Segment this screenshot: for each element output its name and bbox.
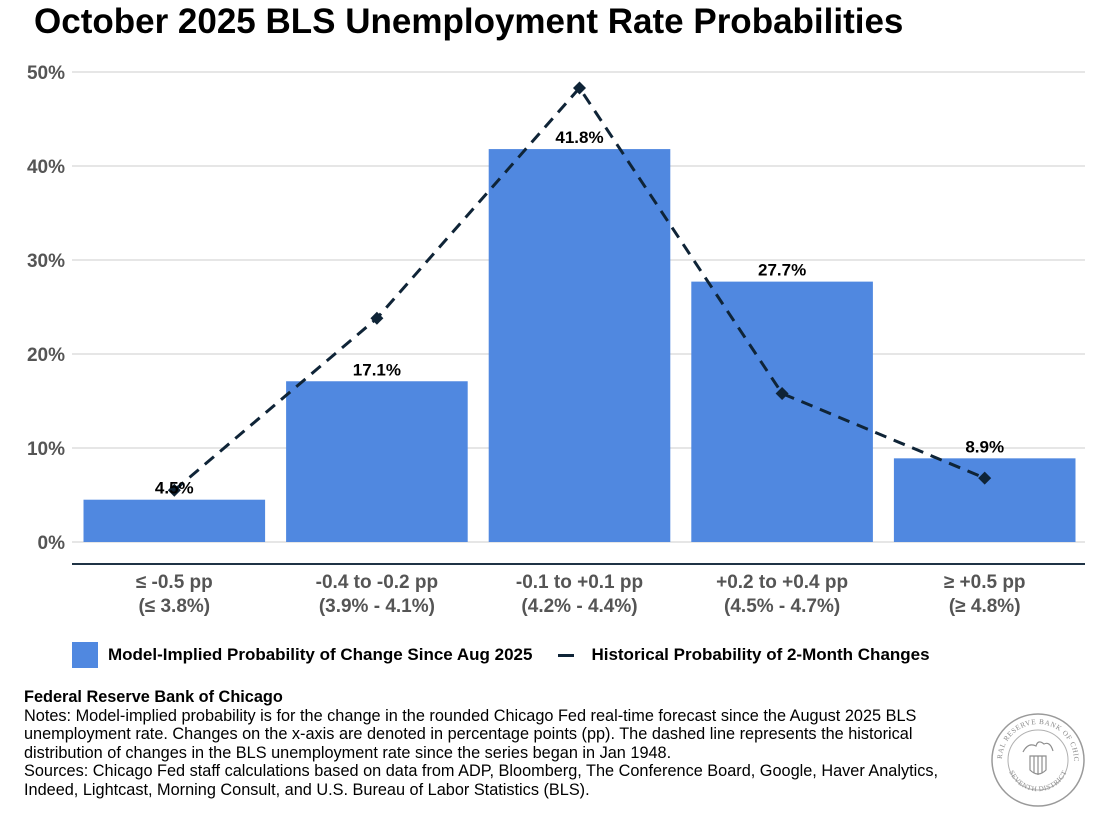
chart: 4.5% 17.1% 41.8% 27.7% 8.9% 0% 10% 20% 30% 40% 50… [27, 63, 1085, 617]
footer-notes: Notes: Model-implied probability is for … [24, 706, 917, 762]
bar [83, 499, 266, 542]
x-tick-label: (≤ 3.8%) [138, 596, 210, 617]
legend-bar-label: Model-Implied Probability of Change Sinc… [108, 645, 533, 664]
line-point [978, 471, 992, 485]
data-label: 27.7% [758, 261, 806, 280]
x-tick-label: ≥ +0.5 pp [944, 572, 1026, 593]
line-point [167, 483, 181, 497]
x-tick-label: (3.9% - 4.1%) [319, 596, 435, 617]
line-point [775, 386, 789, 400]
footer: Federal Reserve Bank of Chicago Notes: M… [24, 688, 974, 800]
data-labels: 4.5% 17.1% 41.8% 27.7% 8.9% [155, 128, 1004, 498]
axes: 0% 10% 20% 30% 40% 50% ≤ -0.5 pp (≤ 3.8%) -0.4 t… [27, 63, 1085, 617]
x-tick-label: (4.5% - 4.7%) [724, 596, 840, 617]
data-label: 4.5% [155, 479, 194, 498]
data-label: 41.8% [555, 128, 603, 147]
y-tick-label: 50% [27, 63, 65, 84]
y-tick-label: 10% [27, 439, 65, 460]
y-tick-label: 0% [38, 533, 66, 554]
bar-series [83, 149, 1076, 542]
x-tick-label: -0.1 to +0.1 pp [516, 572, 643, 593]
legend-bar-swatch [72, 642, 98, 668]
line-point [370, 311, 384, 325]
y-tick-label: 30% [27, 251, 65, 272]
line-point [573, 81, 586, 95]
x-tick-label: (≥ 4.8%) [949, 596, 1021, 617]
x-tick-label: (4.2% - 4.4%) [521, 596, 637, 617]
x-tick-label: +0.2 to +0.4 pp [716, 572, 848, 593]
footer-org: Federal Reserve Bank of Chicago [24, 688, 283, 706]
legend-line-swatch [558, 653, 575, 657]
data-label: 8.9% [965, 437, 1004, 456]
bar [893, 458, 1076, 542]
legend: Model-Implied Probability of Change Sinc… [72, 641, 930, 669]
y-tick-label: 20% [27, 345, 65, 366]
line-series [167, 81, 992, 497]
chart-title: October 2025 BLS Unemployment Rate Proba… [34, 2, 904, 41]
data-label: 17.1% [353, 360, 401, 379]
bar [286, 381, 468, 542]
y-tick-label: 40% [27, 157, 65, 178]
fed-seal-logo: FEDERAL RESERVE BANK OF CHICAGO SEVENTH … [990, 712, 1085, 807]
x-tick-label: ≤ -0.5 pp [136, 572, 213, 593]
x-tick-label: -0.4 to -0.2 pp [316, 572, 438, 593]
svg-text:FEDERAL RESERVE BANK OF CHICAG: FEDERAL RESERVE BANK OF CHICAGO [990, 712, 1080, 762]
footer-sources: Sources: Chicago Fed staff calculations … [24, 762, 939, 799]
bar [691, 281, 873, 542]
legend-line-label: Historical Probability of 2-Month Change… [591, 645, 930, 664]
bar [488, 149, 671, 542]
